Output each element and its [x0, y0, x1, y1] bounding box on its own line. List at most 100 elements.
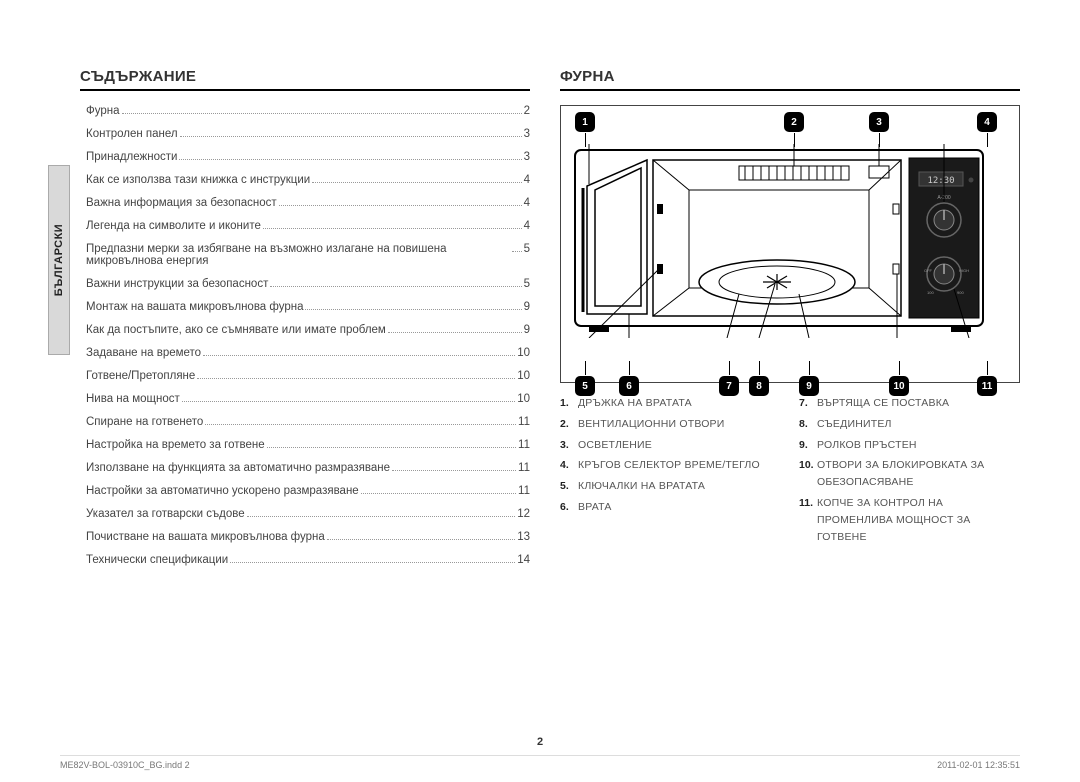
toc-leader	[267, 447, 516, 448]
legend-text: КРЪГОВ СЕЛЕКТОР ВРЕМЕ/ТЕГЛО	[578, 457, 760, 474]
legend-text: СЪЕДИНИТЕЛ	[817, 416, 892, 433]
toc-row: Предпазни мерки за избягване на възможно…	[86, 243, 530, 267]
svg-text:OFF: OFF	[924, 268, 933, 273]
toc-label: Как да постъпите, ако се съмнявате или и…	[86, 324, 386, 336]
toc-row: Легенда на символите и иконите 4	[86, 220, 530, 232]
toc-leader	[205, 424, 516, 425]
toc-page: 13	[517, 531, 530, 543]
legend-text: КЛЮЧАЛКИ НА ВРАТАТА	[578, 478, 705, 495]
callout-6: 6	[619, 376, 639, 396]
toc-heading: СЪДЪРЖАНИЕ	[80, 68, 530, 91]
legend-num: 9.	[799, 437, 817, 454]
callout-10: 10	[889, 376, 909, 396]
toc-leader	[182, 401, 515, 402]
legend-text: ОСВЕТЛЕНИЕ	[578, 437, 652, 454]
svg-text:900: 900	[957, 290, 964, 295]
callout-3: 3	[869, 112, 889, 132]
toc-row: Спиране на готвенето11	[86, 416, 530, 428]
legend-text: РОЛКОВ ПРЪСТЕН	[817, 437, 917, 454]
toc-leader	[392, 470, 516, 471]
toc-page: 14	[517, 554, 530, 566]
legend-num: 7.	[799, 395, 817, 412]
oven-column: ФУРНА 1234	[560, 68, 1020, 577]
toc-row: Фурна2	[86, 105, 530, 117]
callout-2: 2	[784, 112, 804, 132]
toc-page: 9	[524, 324, 530, 336]
toc-row: Настройки за автоматично ускорено размра…	[86, 485, 530, 497]
legend-item: 7.ВЪРТЯЩА СЕ ПОСТАВКА	[799, 395, 1020, 412]
toc-leader	[327, 539, 515, 540]
oven-illustration: 12:30 A-200 100900 OFFHIGH	[569, 144, 989, 338]
toc-row: Готвене/Претопляне10	[86, 370, 530, 382]
toc-label: Контролен панел	[86, 128, 178, 140]
toc-label: Предпазни мерки за избягване на възможно…	[86, 243, 510, 267]
toc-row: Как се използва тази книжка с инструкции…	[86, 174, 530, 186]
toc-page: 3	[524, 128, 530, 140]
toc-row: Използване на функцията за автоматично р…	[86, 462, 530, 474]
toc-row: Важна информация за безопасност 4	[86, 197, 530, 209]
legend-num: 8.	[799, 416, 817, 433]
toc-leader	[179, 159, 521, 160]
toc-row: Нива на мощност10	[86, 393, 530, 405]
toc-leader	[279, 205, 522, 206]
toc-leader	[180, 136, 522, 137]
toc-row: Настройка на времето за готвене11	[86, 439, 530, 451]
toc-page: 3	[524, 151, 530, 163]
legend-item: 6.ВРАТА	[560, 499, 781, 516]
toc-page: 11	[518, 462, 530, 474]
toc-label: Легенда на символите и иконите	[86, 220, 261, 232]
toc-page: 5	[524, 278, 530, 290]
toc-page: 4	[524, 197, 530, 209]
legend-num: 1.	[560, 395, 578, 412]
legend-item: 5.КЛЮЧАЛКИ НА ВРАТАТА	[560, 478, 781, 495]
legend-text: ДРЪЖКА НА ВРАТАТА	[578, 395, 692, 412]
legend-text: КОПЧЕ ЗА КОНТРОЛ НА ПРОМЕНЛИВА МОЩНОСТ З…	[817, 495, 1020, 545]
toc-row: Как да постъпите, ако се съмнявате или и…	[86, 324, 530, 336]
svg-text:HIGH: HIGH	[959, 268, 969, 273]
toc-column: СЪДЪРЖАНИЕ Фурна2Контролен панел3Принадл…	[80, 68, 530, 577]
toc-page: 4	[524, 174, 530, 186]
toc-row: Монтаж на вашата микровълнова фурна9	[86, 301, 530, 313]
toc-page: 4	[524, 220, 530, 232]
toc-page: 11	[518, 485, 530, 497]
toc-label: Важна информация за безопасност	[86, 197, 277, 209]
toc-leader	[388, 332, 522, 333]
toc-page: 10	[517, 370, 530, 382]
toc-label: Технически спецификации	[86, 554, 228, 566]
callout-9: 9	[799, 376, 819, 396]
toc-label: Принадлежности	[86, 151, 177, 163]
toc-page: 11	[518, 439, 530, 451]
legend-item: 11.КОПЧЕ ЗА КОНТРОЛ НА ПРОМЕНЛИВА МОЩНОС…	[799, 495, 1020, 545]
parts-legend: 1.ДРЪЖКА НА ВРАТАТА 2.ВЕНТИЛАЦИОННИ ОТВОР…	[560, 395, 1020, 549]
toc-row: Указател за готварски съдове12	[86, 508, 530, 520]
toc-row: Задаване на времето10	[86, 347, 530, 359]
footer: ME82V-BOL-03910C_BG.indd 2 2011-02-01 12…	[60, 755, 1020, 770]
toc-leader	[230, 562, 515, 563]
legend-num: 10.	[799, 457, 817, 491]
legend-text: ВЪРТЯЩА СЕ ПОСТАВКА	[817, 395, 949, 412]
toc-page: 5	[524, 243, 530, 255]
legend-num: 11.	[799, 495, 817, 545]
toc-leader	[197, 378, 515, 379]
display-text: 12:30	[927, 176, 954, 186]
legend-item: 8.СЪЕДИНИТЕЛ	[799, 416, 1020, 433]
callout-7: 7	[719, 376, 739, 396]
language-label: БЪЛГАРСКИ	[53, 224, 65, 296]
language-tab: БЪЛГАРСКИ	[48, 165, 70, 355]
legend-item: 4.КРЪГОВ СЕЛЕКТОР ВРЕМЕ/ТЕГЛО	[560, 457, 781, 474]
page-number: 2	[0, 736, 1080, 748]
legend-num: 4.	[560, 457, 578, 474]
toc-label: Нива на мощност	[86, 393, 180, 405]
toc-row: Принадлежности 3	[86, 151, 530, 163]
toc-leader	[361, 493, 516, 494]
legend-item: 2.ВЕНТИЛАЦИОННИ ОТВОРИ	[560, 416, 781, 433]
toc-row: Технически спецификации 14	[86, 554, 530, 566]
toc-page: 10	[517, 347, 530, 359]
footer-timestamp: 2011-02-01 12:35:51	[937, 760, 1020, 770]
legend-num: 3.	[560, 437, 578, 454]
toc-label: Фурна	[86, 105, 120, 117]
legend-num: 2.	[560, 416, 578, 433]
toc-leader	[305, 309, 521, 310]
footer-file: ME82V-BOL-03910C_BG.indd 2	[60, 760, 190, 770]
callout-1: 1	[575, 112, 595, 132]
